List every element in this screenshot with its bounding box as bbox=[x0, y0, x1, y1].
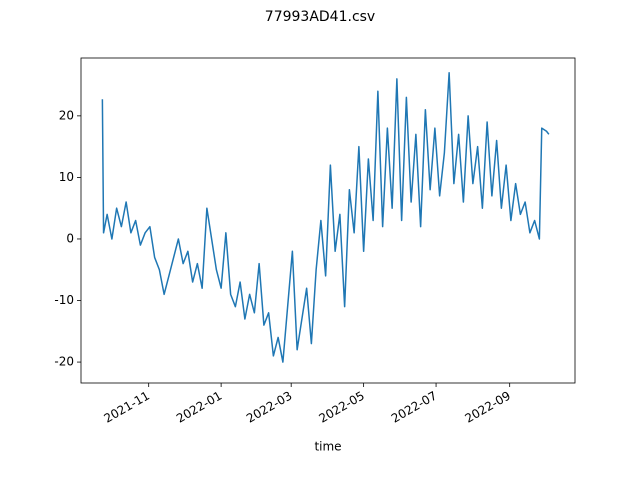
x-tick-label: 2021-11 bbox=[102, 389, 152, 426]
y-tick-label: -10 bbox=[54, 293, 74, 307]
chart-title: 77993AD41.csv bbox=[265, 9, 375, 25]
y-tick-label: 10 bbox=[59, 170, 74, 184]
x-axis-label: time bbox=[314, 440, 341, 454]
x-tick-label: 2022-09 bbox=[463, 389, 513, 426]
y-tick-label: 20 bbox=[59, 108, 74, 122]
plot-frame bbox=[80, 57, 576, 384]
y-tick-label: -20 bbox=[54, 355, 74, 369]
x-tick-label: 2022-03 bbox=[244, 389, 294, 426]
y-tick-label: 0 bbox=[66, 231, 74, 245]
x-tick-label: 2022-07 bbox=[389, 389, 439, 426]
data-line bbox=[101, 72, 550, 363]
x-tick-label: 2022-01 bbox=[174, 389, 224, 426]
x-tick-label: 2022-05 bbox=[316, 389, 366, 426]
